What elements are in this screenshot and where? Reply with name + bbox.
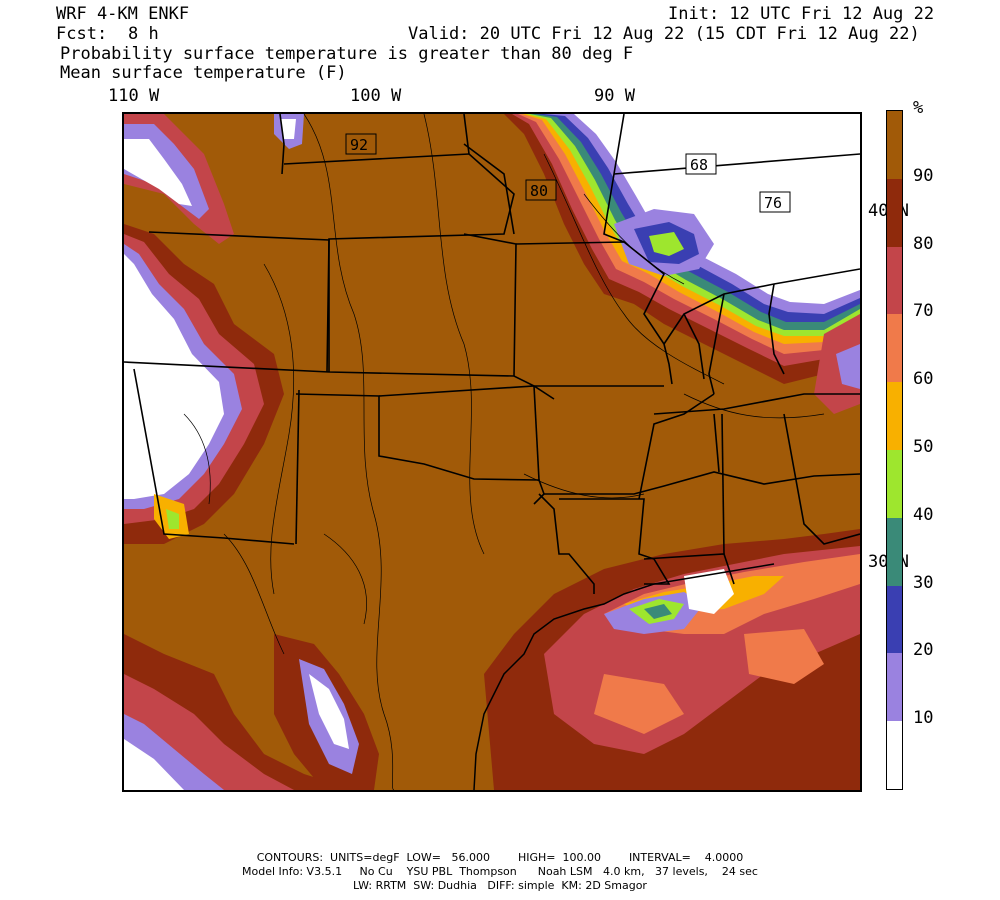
- legend-swatch-0-10: [887, 721, 902, 790]
- state-boundaries: [124, 114, 860, 594]
- legend-swatch-60-70: [887, 314, 902, 383]
- legend-tick-70: 70: [913, 301, 934, 322]
- western-mountain-low-prob: [124, 114, 379, 790]
- lon-label-100w: 100 W: [350, 86, 402, 106]
- footer-physics-info: LW: RRTM SW: Dudhia DIFF: simple KM: 2D …: [353, 879, 647, 892]
- gulf-coast-low-prob: [484, 529, 860, 790]
- legend-swatch-50-60: [887, 382, 902, 451]
- model-title: WRF 4-KM ENKF: [56, 4, 190, 24]
- legend-tick-50: 50: [913, 437, 934, 457]
- legend-tick-10: 10: [913, 708, 934, 729]
- footer-model-info: Model Info: V3.5.1 No Cu YSU PBL Thompso…: [242, 865, 758, 878]
- footer-contours-info: CONTOURS: UNITS=degF LOW= 56.000 HIGH= 1…: [256, 851, 744, 864]
- valid-time: Valid: 20 UTC Fri 12 Aug 22 (15 CDT Fri …: [408, 24, 920, 44]
- contour-label-80: 80: [530, 182, 548, 200]
- legend-swatch-40-50: [887, 450, 902, 518]
- forecast-label: Fcst:: [56, 24, 108, 44]
- legend-swatch-70-80: [887, 246, 902, 315]
- contour-value-boxes: 92 80 68 76: [345, 133, 791, 213]
- legend-unit: %: [913, 98, 924, 118]
- contour-label-68: 68: [690, 156, 708, 174]
- probability-map: 92 80 68 76: [122, 112, 862, 792]
- map-canvas: 92 80 68 76: [124, 114, 860, 790]
- field-description-1: Probability surface temperature is great…: [60, 44, 634, 64]
- legend-tick-90: 90: [913, 165, 934, 186]
- legend-swatch-30-40: [887, 517, 902, 586]
- legend-tick-80: 80: [913, 233, 934, 254]
- legend-tick-20: 20: [913, 640, 934, 661]
- init-time: Init: 12 UTC Fri 12 Aug 22: [668, 4, 935, 24]
- northeast-low-prob: [504, 114, 860, 414]
- contour-label-92: 92: [350, 136, 368, 154]
- contour-label-76: 76: [764, 194, 782, 212]
- legend-tick-60: 60: [913, 369, 934, 390]
- legend-swatch-20-30: [887, 585, 902, 654]
- lon-label-110w: 110 W: [108, 86, 160, 106]
- coastline: [473, 563, 775, 790]
- color-legend: [886, 110, 903, 790]
- legend-swatch-90-100: [887, 111, 902, 179]
- lon-label-90w: 90 W: [594, 86, 635, 106]
- forecast-hour: 8 h: [128, 24, 159, 44]
- legend-tick-40: 40: [913, 504, 934, 525]
- legend-swatch-80-90: [887, 178, 902, 247]
- field-description-2: Mean surface temperature (F): [60, 63, 347, 83]
- legend-swatch-10-20: [887, 653, 902, 722]
- legend-tick-30: 30: [913, 572, 934, 593]
